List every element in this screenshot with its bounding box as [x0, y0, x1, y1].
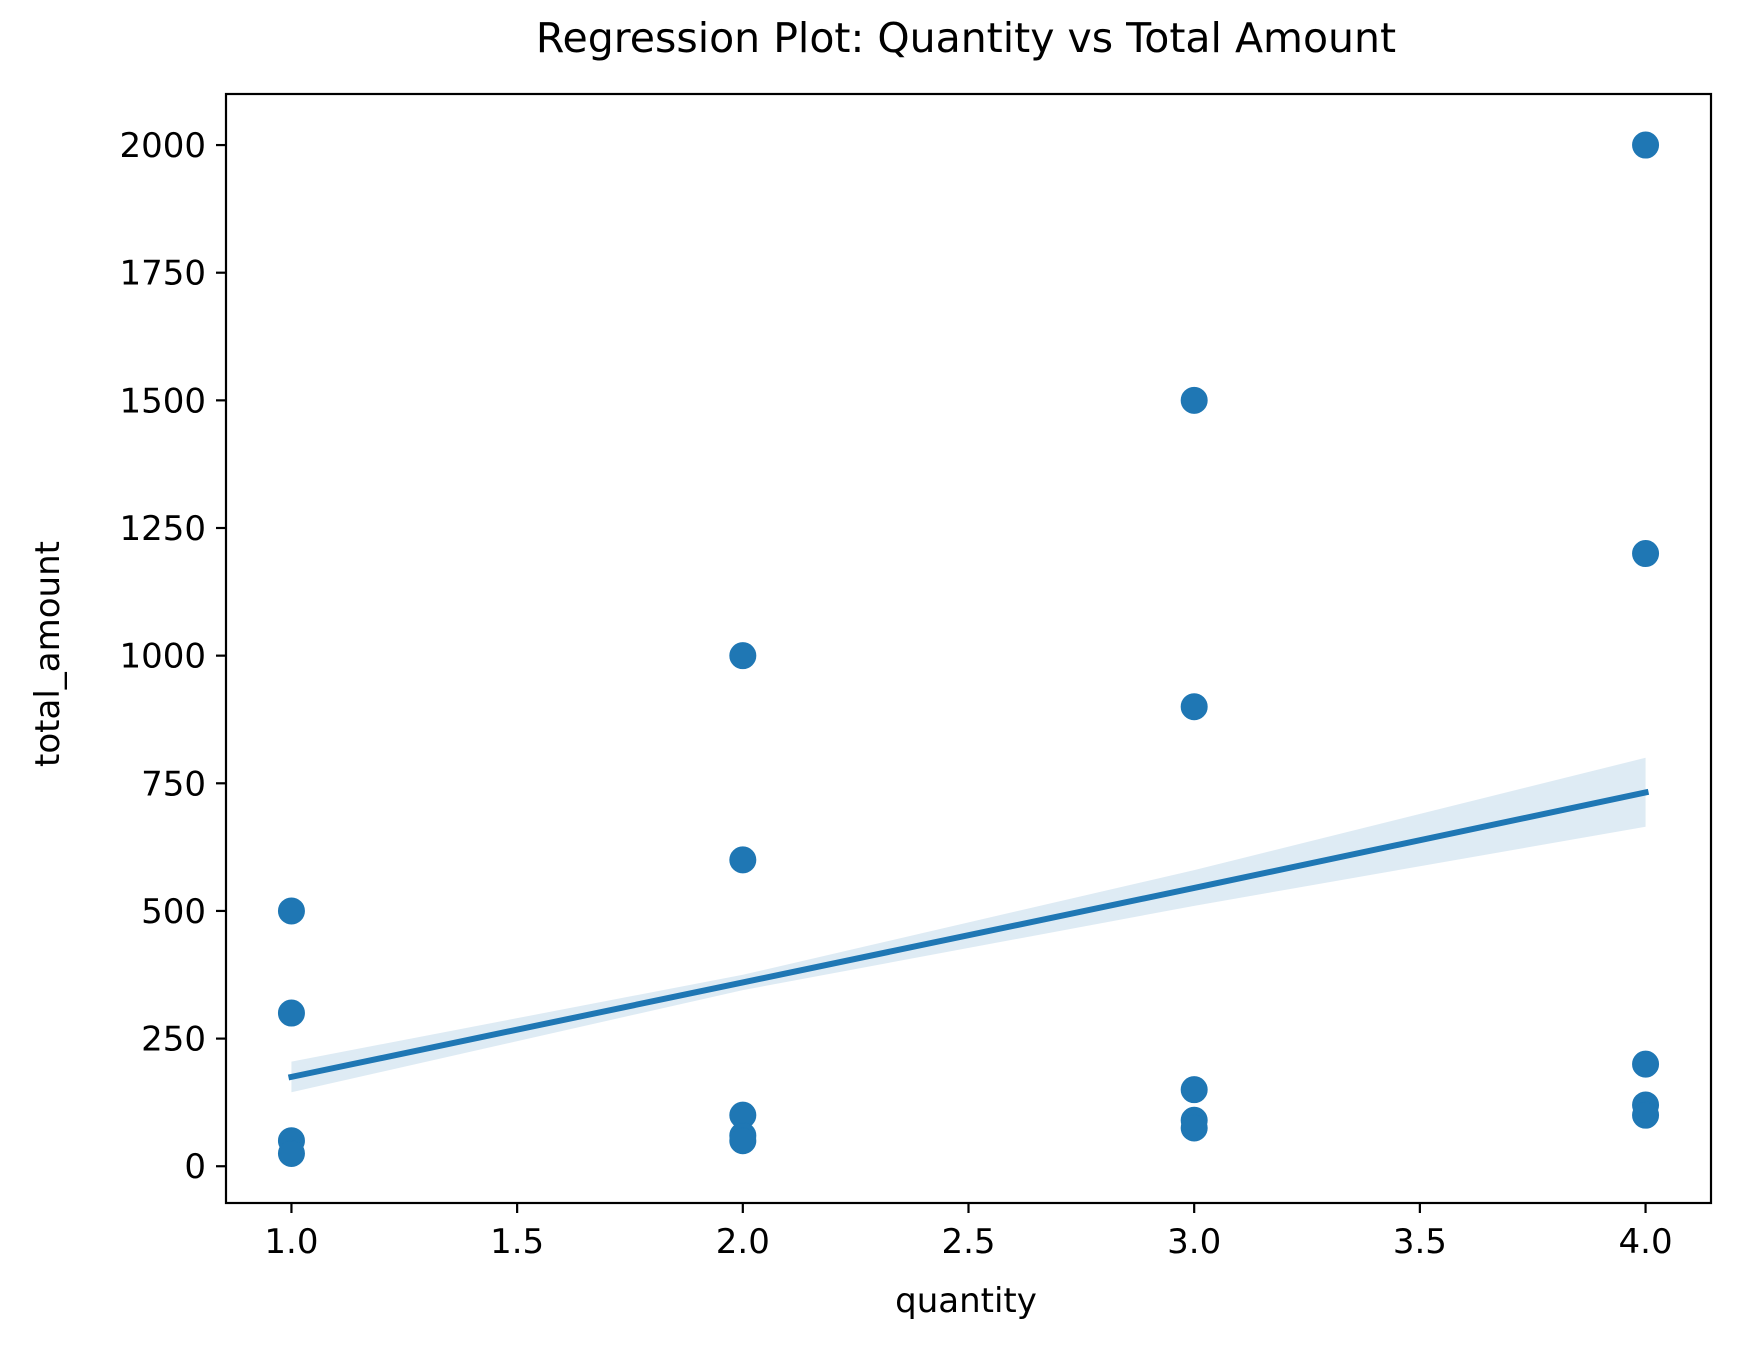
- scatter-points-layer: [277, 131, 1660, 1167]
- x-tick-label: 3.5: [1393, 1222, 1447, 1262]
- scatter-point: [729, 642, 757, 670]
- scatter-point: [1632, 131, 1660, 159]
- scatter-point: [1180, 386, 1208, 414]
- y-tick-label: 0: [184, 1147, 206, 1187]
- scatter-point: [277, 897, 305, 925]
- y-tick-label: 750: [141, 764, 206, 804]
- x-tick-label: 4.0: [1619, 1222, 1673, 1262]
- x-axis-label: quantity: [895, 1281, 1037, 1321]
- scatter-point: [1180, 1076, 1208, 1104]
- y-tick-label: 1000: [119, 637, 206, 677]
- y-tick-label: 1250: [119, 509, 206, 549]
- scatter-point: [277, 1139, 305, 1167]
- scatter-point: [729, 846, 757, 874]
- y-tick-label: 1750: [119, 254, 206, 294]
- x-tick-label: 2.0: [716, 1222, 770, 1262]
- confidence-band: [291, 757, 1646, 1093]
- y-tick-label: 500: [141, 892, 206, 932]
- scatter-point: [1632, 1101, 1660, 1129]
- x-tick-label: 1.0: [264, 1222, 318, 1262]
- scatter-point: [1632, 1050, 1660, 1078]
- y-tick-label: 250: [141, 1020, 206, 1060]
- scatter-point: [1180, 1114, 1208, 1142]
- regression-line-layer: [287, 788, 1650, 1081]
- x-tick-label: 2.5: [941, 1222, 995, 1262]
- y-tick-label: 2000: [119, 126, 206, 166]
- x-axis-ticks: 1.0 1.5 2.0 2.5 3.0 3.5 4.0: [264, 1203, 1673, 1262]
- regression-line: [287, 788, 1650, 1081]
- y-axis-ticks: 0 250 500 750 1000 1250 1500 1750 2000: [119, 126, 226, 1187]
- x-tick-label: 3.0: [1167, 1222, 1221, 1262]
- scatter-point: [729, 1127, 757, 1155]
- scatter-point: [1180, 693, 1208, 721]
- scatter-point: [1632, 540, 1660, 568]
- confidence-band-layer: [291, 757, 1646, 1093]
- y-axis-label: total_amount: [28, 541, 68, 767]
- x-tick-label: 1.5: [490, 1222, 544, 1262]
- scatter-point: [277, 999, 305, 1027]
- y-tick-label: 1500: [119, 381, 206, 421]
- chart-title: Regression Plot: Quantity vs Total Amoun…: [536, 14, 1396, 62]
